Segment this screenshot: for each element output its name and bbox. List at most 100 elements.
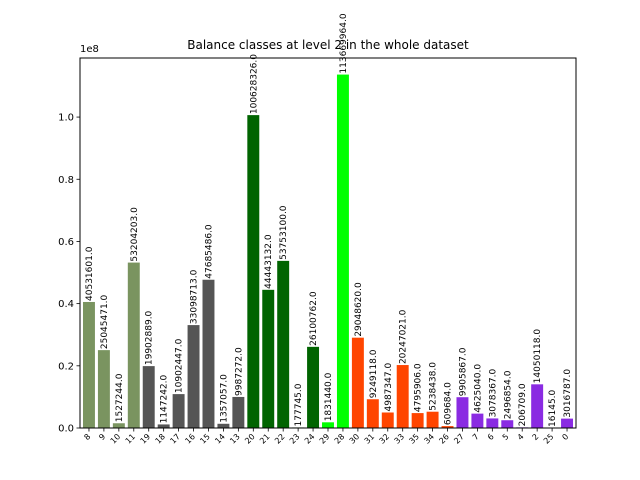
bar-32 <box>381 412 394 428</box>
y-axis: 0.0 0.2 0.4 0.6 0.8 1.0 <box>58 113 80 435</box>
data-label-7: 4625040.0 <box>473 364 483 413</box>
data-label-16: 33098713.0 <box>190 269 200 324</box>
bar-17 <box>172 394 185 428</box>
bar-6 <box>486 418 499 428</box>
bars <box>82 74 574 428</box>
data-label-2: 14050118.0 <box>533 329 543 384</box>
bar-18 <box>157 424 170 428</box>
bar-2 <box>531 384 544 428</box>
bar-5 <box>501 420 514 428</box>
data-label-13: 9987272.0 <box>234 347 244 396</box>
data-label-5: 2496854.0 <box>503 370 513 419</box>
data-label-27: 9905867.0 <box>458 347 468 396</box>
x-tick-label: 21 <box>258 432 272 446</box>
bar-27 <box>456 397 469 428</box>
x-tick-label: 4 <box>516 432 526 442</box>
data-label-9: 25045471.0 <box>100 294 110 349</box>
data-label-6: 3078367.0 <box>488 368 498 417</box>
data-label-8: 40531601.0 <box>85 246 95 301</box>
data-label-34: 5238438.0 <box>429 362 439 411</box>
x-tick-label: 8 <box>82 432 92 442</box>
x-tick-label: 15 <box>198 432 212 446</box>
bar-33 <box>396 365 409 428</box>
data-label-33: 20247021.0 <box>399 309 409 364</box>
y-tick-label: 0.8 <box>58 175 74 186</box>
x-tick-label: 16 <box>183 432 197 446</box>
x-tick-label: 23 <box>288 432 302 446</box>
chart-title: Balance classes at level 2 in the whole … <box>187 38 469 52</box>
x-tick-label: 2 <box>531 432 541 442</box>
bar-30 <box>351 337 364 428</box>
data-label-23: 177745.0 <box>294 383 304 426</box>
data-label-10: 1527244.0 <box>115 373 125 422</box>
data-label-15: 47685486.0 <box>204 224 214 279</box>
data-label-32: 4987347.0 <box>384 363 394 412</box>
x-tick-label: 28 <box>333 432 347 446</box>
x-tick-label: 20 <box>243 432 257 446</box>
x-tick-label: 17 <box>168 432 182 446</box>
x-tick-label: 24 <box>303 432 317 446</box>
bar-24 <box>307 346 320 428</box>
x-tick-label: 34 <box>422 432 436 446</box>
x-tick-label: 10 <box>109 432 123 446</box>
x-tick-label: 19 <box>139 432 153 446</box>
x-tick-label: 35 <box>407 432 421 446</box>
y-tick-label: 0.6 <box>58 237 74 248</box>
bar-29 <box>322 422 334 428</box>
data-label-26: 609684.0 <box>444 382 454 425</box>
x-tick-label: 6 <box>486 432 496 442</box>
data-label-14: 1357057.0 <box>219 374 229 423</box>
bar-22 <box>277 260 290 428</box>
y-tick-label: 0.2 <box>58 361 74 372</box>
bar-15 <box>202 279 215 428</box>
x-tick-label: 27 <box>452 432 466 446</box>
bar-11 <box>127 262 140 428</box>
x-tick-label: 31 <box>363 432 377 446</box>
bar-7 <box>471 413 484 428</box>
y-tick-label: 0.4 <box>58 299 74 310</box>
x-tick-label: 32 <box>378 432 392 446</box>
bar-20 <box>247 115 260 428</box>
data-label-21: 44443132.0 <box>264 234 274 289</box>
data-label-35: 4795906.0 <box>414 363 424 412</box>
data-label-4: 206709.0 <box>518 383 528 426</box>
data-labels: 40531601.0 25045471.0 1527244.0 53204203.0 1… <box>85 13 573 427</box>
x-axis: 8 9 10 11 19 18 17 16 15 14 13 20 21 22 23 24 29 28 30 31 32… <box>82 428 570 446</box>
data-label-29: 1831440.0 <box>324 372 334 421</box>
x-tick-label: 11 <box>124 432 138 446</box>
bar-0 <box>561 418 574 428</box>
x-tick-label: 33 <box>393 432 407 446</box>
bar-13 <box>232 396 245 428</box>
bar-35 <box>411 413 424 428</box>
bar-9 <box>97 350 110 428</box>
bar-34 <box>426 411 439 428</box>
x-tick-label: 14 <box>213 432 227 446</box>
bar-26 <box>441 426 454 428</box>
data-label-24: 26100762.0 <box>309 291 319 346</box>
x-tick-label: 13 <box>228 432 242 446</box>
data-label-11: 53204203.0 <box>130 207 140 262</box>
x-tick-label: 18 <box>154 432 168 446</box>
data-label-19: 19902889.0 <box>145 310 155 365</box>
bar-10 <box>112 423 125 428</box>
bar-8 <box>82 301 95 428</box>
data-label-22: 53753100.0 <box>279 205 289 260</box>
bar-16 <box>187 325 200 428</box>
x-tick-label: 22 <box>273 432 287 446</box>
bar-28 <box>336 74 349 428</box>
y-axis-offset-label: 1e8 <box>80 44 99 55</box>
bar-31 <box>366 399 379 428</box>
bar-19 <box>142 366 155 428</box>
data-label-17: 10902447.0 <box>175 338 185 393</box>
data-label-18: 1147242.0 <box>160 374 170 423</box>
data-label-0: 3016787.0 <box>563 369 573 418</box>
y-tick-label: 1.0 <box>58 113 74 124</box>
bar-21 <box>262 289 275 428</box>
x-tick-label: 29 <box>318 432 332 446</box>
bar-14 <box>217 423 230 428</box>
data-label-20: 100628326.0 <box>249 54 259 114</box>
x-tick-label: 0 <box>560 432 570 442</box>
data-label-25: 16145.0 <box>548 389 558 426</box>
x-tick-label: 5 <box>501 432 511 442</box>
